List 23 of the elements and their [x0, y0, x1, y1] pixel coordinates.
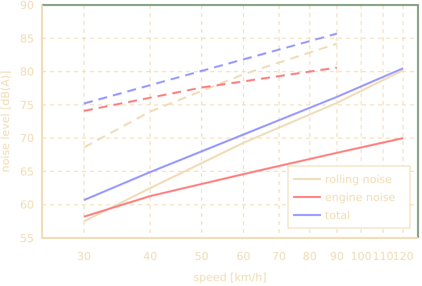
x-tick-label: 90	[330, 250, 344, 263]
y-tick-label: 85	[20, 32, 34, 46]
x-tick-label: 30	[76, 250, 91, 263]
x-tick-label: 100	[350, 250, 372, 263]
y-tick-label: 70	[20, 132, 34, 146]
x-axis-title: speed [km/h]	[193, 271, 267, 284]
y-tick-label: 60	[20, 198, 34, 212]
legend-label: total	[325, 209, 350, 222]
y-tick-label: 75	[20, 98, 34, 112]
x-tick-label: 80	[302, 250, 317, 263]
x-tick-label: 60	[236, 250, 251, 263]
x-tick-label: 110	[372, 250, 394, 263]
y-tick-label: 55	[20, 232, 34, 245]
x-tick-label: 70	[272, 250, 286, 263]
x-tick-label: 120	[392, 250, 414, 263]
legend-label: rolling noise	[325, 173, 392, 186]
y-axis-title: noise level [dB(A)]	[0, 70, 12, 172]
x-tick-label: 50	[194, 250, 209, 263]
y-tick-label: 90	[20, 0, 34, 12]
y-tick-label: 80	[20, 66, 34, 79]
x-tick-label: 40	[143, 250, 158, 263]
y-tick-label: 65	[20, 165, 34, 178]
legend-label: engine noise	[325, 191, 396, 204]
